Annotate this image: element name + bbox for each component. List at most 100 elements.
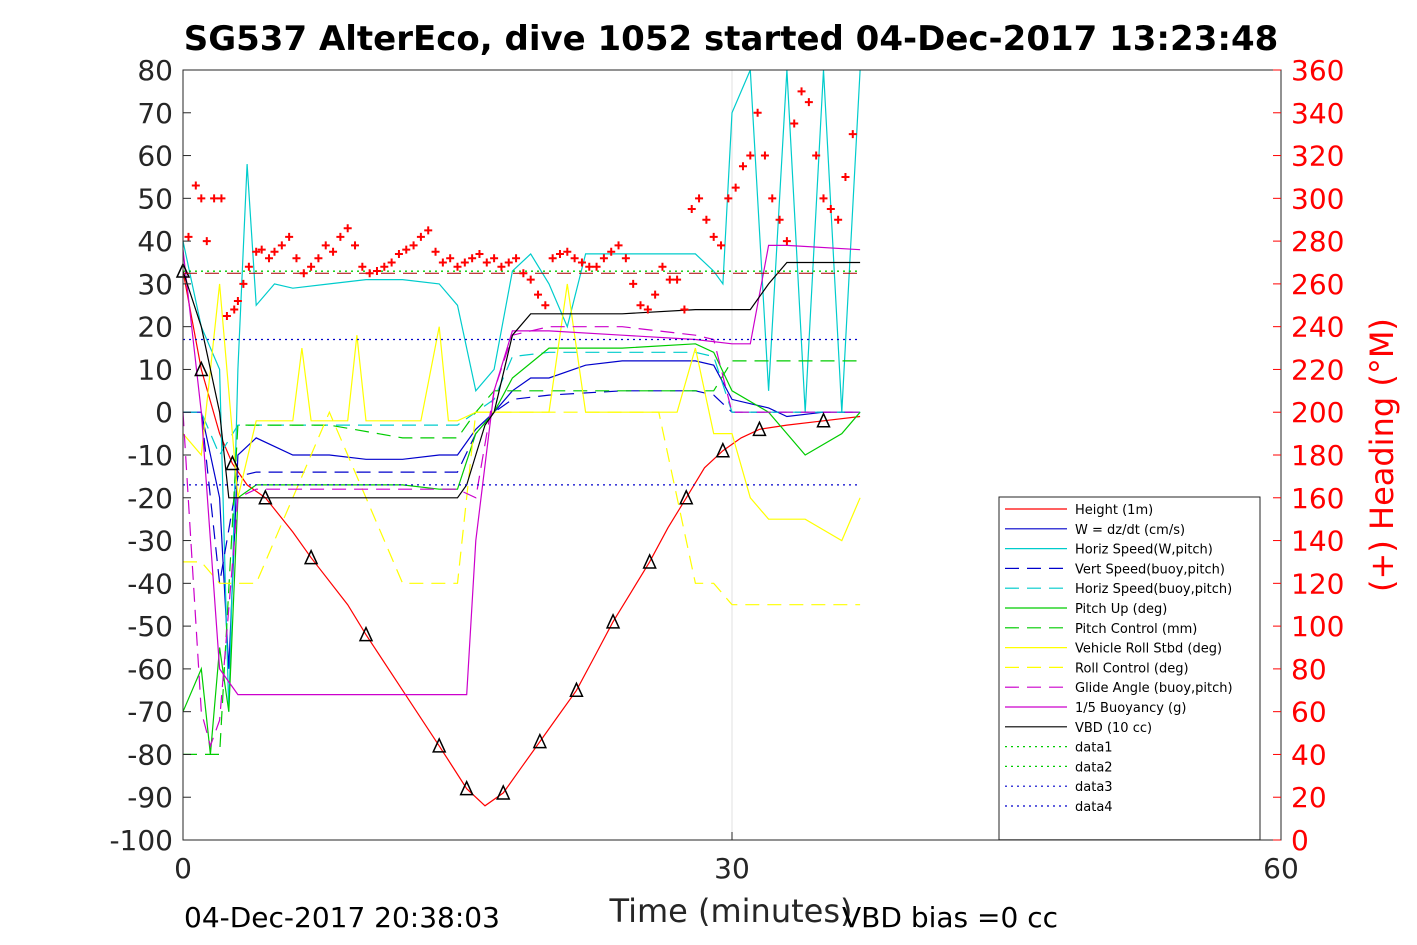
height-marker (642, 553, 657, 569)
heading-layer (183, 87, 861, 320)
height-marker (194, 360, 209, 377)
legend-entry: 1/5 Buoyancy (g) (1075, 701, 1186, 716)
y-tick-label: -30 (127, 525, 173, 558)
heading-point (475, 249, 484, 258)
y-right-tick-label: 160 (1291, 482, 1344, 515)
legend-entry: Vert Speed(buoy,pitch) (1075, 562, 1225, 577)
x-tick-label: 60 (1263, 852, 1299, 885)
heading-point (717, 241, 726, 250)
heading-point (541, 301, 550, 310)
heading-point (438, 258, 447, 267)
series-line-5 (182, 343, 861, 755)
x-axis-label: Time (minutes) (609, 892, 853, 930)
y-right-tick-label: 340 (1291, 97, 1344, 130)
legend-entry: Horiz Speed(W,pitch) (1075, 543, 1213, 558)
heading-point (614, 241, 623, 250)
y-right-tick-label: 140 (1291, 525, 1344, 558)
legend: Height (1m) W = dz/dt (cm/s) Horiz Speed(W… (998, 496, 1261, 841)
y-tick-label: -40 (127, 567, 173, 600)
y-tick-label: -50 (127, 610, 173, 643)
series-line-9 (182, 326, 861, 748)
heading-point (239, 279, 248, 288)
y-right-tick-label: 360 (1291, 54, 1344, 87)
heading-point (460, 258, 469, 267)
y-right-tick-label: 100 (1291, 610, 1344, 643)
y-tick-label: -10 (127, 439, 173, 472)
heading-point (841, 172, 850, 181)
heading-point (599, 254, 608, 263)
heading-point (804, 98, 813, 107)
heading-point (519, 269, 528, 278)
legend-entry: data4 (1075, 800, 1113, 815)
height-marker (679, 488, 694, 505)
heading-point (797, 87, 806, 96)
heading-point (555, 249, 564, 258)
heading-point (636, 301, 645, 310)
heading-point (233, 297, 242, 305)
heading-point (665, 275, 674, 284)
y-right-tick-label: 220 (1291, 353, 1344, 386)
y-right-tick-label: 200 (1291, 396, 1344, 429)
heading-point (307, 262, 316, 271)
heading-point (416, 232, 425, 241)
heading-point (775, 215, 784, 224)
y-right-tick-label: 240 (1291, 311, 1344, 344)
y-tick-label: 60 (137, 140, 173, 173)
y-tick-label: -100 (109, 824, 173, 857)
heading-point (424, 226, 433, 235)
heading-point (709, 232, 718, 241)
y-tick-label: -90 (127, 781, 173, 814)
heading-point (695, 194, 704, 203)
heading-point (651, 290, 660, 299)
heading-point (265, 254, 274, 263)
series-line-10 (182, 244, 861, 696)
heading-point (329, 247, 338, 256)
y-tick-label: 10 (137, 353, 173, 386)
heading-point (621, 254, 630, 263)
heading-point (768, 194, 777, 203)
heading-point (402, 245, 411, 254)
heading-point (790, 119, 799, 128)
heading-point (365, 269, 374, 278)
heading-point (848, 130, 857, 139)
heading-point (446, 254, 455, 263)
heading-point (577, 258, 586, 267)
heading-point (482, 258, 491, 267)
legend-entry: data1 (1075, 741, 1113, 756)
y-axis-right: 3603403203002802602402202001801601401201… (1273, 54, 1344, 857)
heading-point (548, 254, 557, 263)
heading-point (534, 290, 543, 299)
height-marker (432, 737, 447, 753)
x-axis: 0 30 60 (174, 832, 1299, 885)
heading-point (819, 194, 828, 203)
heading-point (191, 181, 200, 190)
y-right-tick-label: 40 (1291, 738, 1327, 771)
series-layer (175, 69, 861, 807)
heading-point (680, 305, 689, 314)
height-marker (496, 784, 511, 800)
y-right-tick-label: 20 (1291, 781, 1327, 814)
heading-point (380, 262, 389, 271)
heading-point (760, 151, 769, 160)
series-line-8 (183, 410, 861, 606)
heading-point (468, 254, 477, 263)
legend-entry: data2 (1075, 760, 1113, 775)
legend-entry: Vehicle Roll Stbd (deg) (1075, 642, 1222, 657)
heading-point (431, 247, 440, 256)
footer-vbd-bias: VBD bias =0 cc (842, 901, 1058, 934)
y-right-tick-label: 180 (1291, 439, 1344, 472)
heading-point (222, 311, 231, 320)
heading-point (270, 247, 279, 256)
heading-point (292, 254, 301, 263)
y-tick-label: 30 (137, 268, 173, 301)
series-line-1 (183, 360, 861, 669)
y-tick-label: -70 (127, 696, 173, 729)
heading-point (257, 245, 266, 254)
heading-point (252, 247, 261, 256)
height-marker (459, 779, 474, 796)
y-axis-left: 80 70 60 50 40 30 20 10 0 -10 -20 -30 -40 -50 -60 -70 -8… (109, 54, 191, 857)
series-line-7 (182, 283, 861, 542)
heading-point (629, 279, 638, 288)
height-marker (605, 613, 621, 629)
